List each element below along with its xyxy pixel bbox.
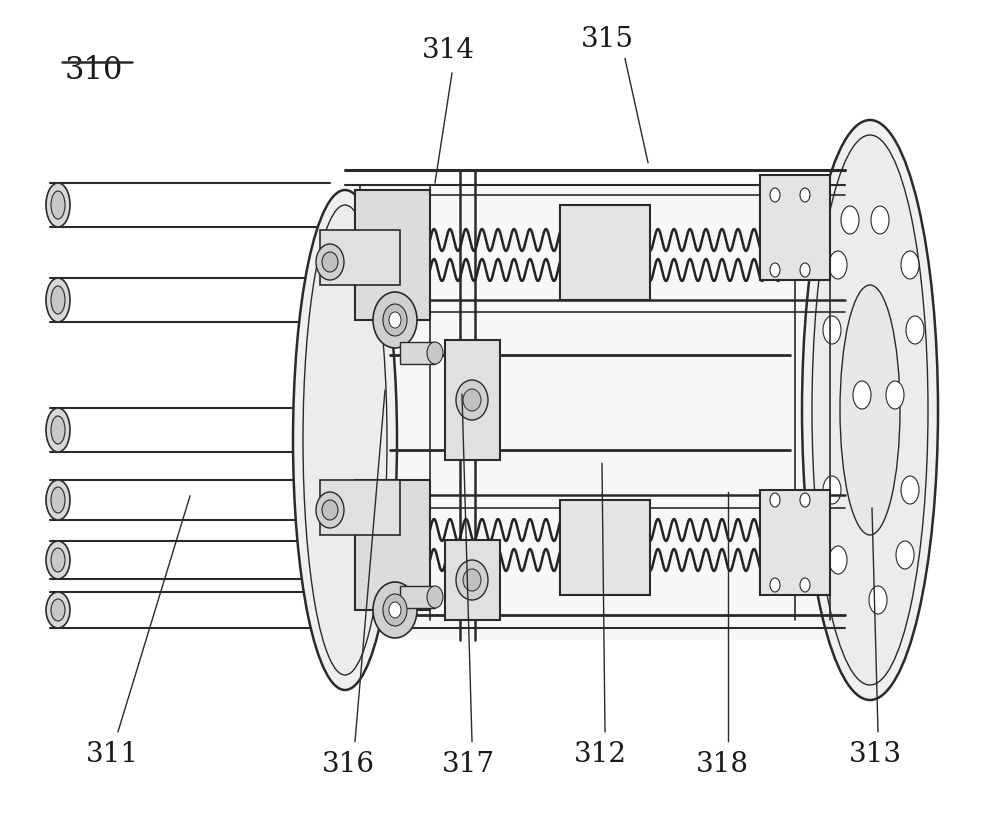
Ellipse shape [427, 586, 443, 608]
Ellipse shape [800, 493, 810, 507]
Bar [760, 175, 830, 280]
Bar [560, 205, 650, 300]
Ellipse shape [51, 416, 65, 444]
Ellipse shape [51, 286, 65, 314]
Ellipse shape [829, 251, 847, 279]
Ellipse shape [322, 252, 338, 272]
Ellipse shape [316, 244, 344, 280]
Text: 312: 312 [574, 741, 626, 768]
Ellipse shape [383, 304, 407, 336]
Ellipse shape [373, 582, 417, 638]
Bar [560, 500, 650, 595]
Ellipse shape [841, 206, 859, 234]
Bar [320, 480, 400, 535]
Ellipse shape [886, 381, 904, 409]
Text: 317: 317 [441, 750, 495, 778]
Ellipse shape [463, 389, 481, 411]
Text: 316: 316 [322, 750, 374, 778]
Ellipse shape [46, 541, 70, 579]
Ellipse shape [46, 183, 70, 227]
Ellipse shape [800, 578, 810, 592]
Ellipse shape [770, 263, 780, 277]
Ellipse shape [901, 476, 919, 504]
Bar [445, 540, 500, 620]
Ellipse shape [823, 476, 841, 504]
Ellipse shape [896, 541, 914, 569]
Ellipse shape [800, 188, 810, 202]
Ellipse shape [456, 380, 488, 420]
Text: 313: 313 [848, 741, 902, 768]
Ellipse shape [46, 592, 70, 628]
Ellipse shape [373, 292, 417, 348]
Ellipse shape [389, 602, 401, 618]
Bar [355, 480, 430, 610]
Text: 318: 318 [696, 750, 748, 778]
Ellipse shape [51, 191, 65, 219]
Bar [760, 490, 830, 595]
Ellipse shape [456, 560, 488, 600]
Ellipse shape [46, 278, 70, 322]
Ellipse shape [853, 381, 871, 409]
Ellipse shape [46, 480, 70, 520]
Ellipse shape [51, 487, 65, 513]
Bar [400, 586, 435, 608]
Ellipse shape [770, 578, 780, 592]
Ellipse shape [51, 599, 65, 621]
Ellipse shape [316, 492, 344, 528]
Ellipse shape [812, 135, 928, 685]
Bar [350, 185, 830, 640]
Ellipse shape [869, 586, 887, 614]
Ellipse shape [770, 188, 780, 202]
Ellipse shape [840, 285, 900, 535]
Text: 310: 310 [65, 55, 123, 86]
Bar [445, 340, 500, 460]
Ellipse shape [829, 546, 847, 574]
Bar [355, 190, 430, 320]
Ellipse shape [906, 316, 924, 344]
Text: 315: 315 [580, 25, 634, 53]
Ellipse shape [51, 548, 65, 572]
Ellipse shape [293, 190, 397, 690]
Bar [400, 342, 435, 364]
Ellipse shape [823, 316, 841, 344]
Ellipse shape [322, 500, 338, 520]
Ellipse shape [871, 206, 889, 234]
Ellipse shape [901, 251, 919, 279]
Ellipse shape [46, 408, 70, 452]
Ellipse shape [800, 263, 810, 277]
Ellipse shape [770, 493, 780, 507]
Ellipse shape [802, 120, 938, 700]
Text: 314: 314 [422, 37, 475, 64]
Ellipse shape [427, 342, 443, 364]
Ellipse shape [383, 594, 407, 626]
Ellipse shape [303, 205, 387, 675]
Bar [320, 230, 400, 285]
Text: 311: 311 [85, 741, 139, 768]
Ellipse shape [389, 312, 401, 328]
Ellipse shape [463, 569, 481, 591]
